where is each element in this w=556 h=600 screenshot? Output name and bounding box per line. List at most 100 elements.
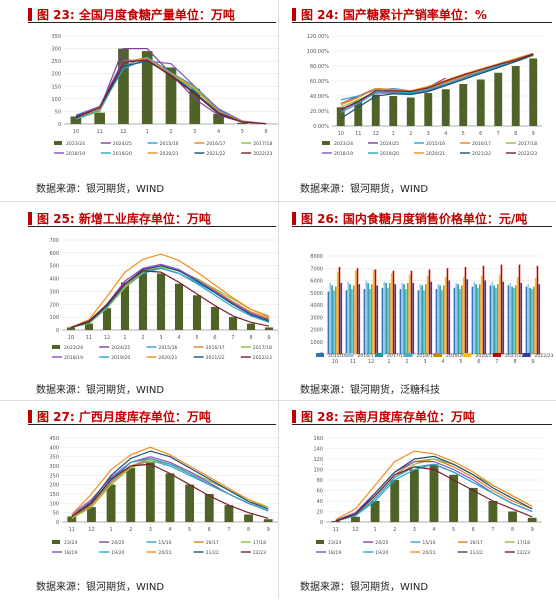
legend-label: 2016/17 (358, 353, 377, 359)
bar (534, 278, 537, 354)
y-tick-label: 140 (313, 447, 323, 453)
x-tick-label: 1 (373, 527, 376, 533)
x-tick-label: 11 (86, 335, 92, 341)
y-tick-label: 120.00% (307, 34, 329, 40)
y-tick-label: 400 (49, 277, 59, 283)
column-divider (278, 0, 279, 598)
x-tick-label: 7 (227, 527, 230, 533)
legend-label: 2015/16 (426, 141, 445, 147)
series-line (340, 52, 534, 106)
figure-header: 图 23: 全国月度食糖产量单位：万吨 (28, 4, 278, 26)
header-rule (28, 226, 276, 227)
bar (508, 511, 517, 522)
bar (429, 464, 439, 522)
y-tick-label: 50 (55, 109, 61, 115)
bar (67, 516, 77, 522)
bar (353, 285, 355, 354)
y-tick-label: 200 (51, 72, 61, 78)
legend-swatch (345, 353, 354, 357)
bar (488, 501, 498, 522)
x-tick-label: 11 (350, 359, 356, 365)
bar (405, 289, 407, 354)
x-tick-label: 6 (265, 129, 268, 135)
bar (509, 282, 512, 354)
legend-label: 17/18 (253, 540, 266, 546)
y-tick-label: 1000 (310, 340, 323, 346)
legend-label: 20/21 (422, 550, 435, 556)
bar (244, 514, 253, 522)
bar (370, 501, 380, 522)
y-tick-label: 6000 (310, 279, 323, 285)
bar (471, 286, 474, 354)
bar (336, 271, 339, 354)
figure-header: 图 25: 新增工业库存单位：万吨 (28, 208, 278, 230)
legend-label: 2018/19 (64, 355, 83, 361)
bar (401, 282, 404, 354)
bar (264, 327, 274, 330)
y-tick-label: 350 (51, 34, 61, 40)
bar (376, 285, 379, 354)
x-tick-label: 6 (472, 527, 475, 533)
legend-label: 2018/19 (66, 151, 85, 157)
source-note: 数据来源：银河期货，WIND (300, 582, 429, 593)
bar (174, 283, 184, 330)
legend-label: 2017/18 (253, 345, 272, 351)
x-tick-label: 6 (477, 359, 480, 365)
bar (338, 267, 341, 354)
chart-c24: 0.00% 20.00% 40.00% 60.00% 80.00% 100.00% 120.… (307, 34, 542, 157)
title-marker (28, 8, 32, 21)
x-tick-label: 12 (120, 129, 126, 135)
bar (468, 487, 478, 522)
bar (444, 276, 447, 354)
bar (494, 72, 503, 126)
header-rule (292, 22, 552, 23)
legend-swatch (316, 540, 324, 544)
title-marker (28, 410, 32, 423)
y-tick-label: 200 (49, 483, 59, 489)
x-tick-label: 10 (68, 335, 74, 341)
y-tick-label: 150 (51, 84, 61, 90)
bar (461, 285, 463, 354)
y-tick-label: 100 (51, 97, 61, 103)
bar (498, 274, 501, 354)
legend-label: 2019/20 (111, 355, 130, 361)
series-line (70, 266, 270, 328)
bar (118, 48, 129, 125)
figure-title: 图 25: 新增工业库存单位：万吨 (37, 212, 211, 226)
bar (156, 273, 166, 330)
bar (533, 286, 535, 354)
header-rule (292, 226, 552, 227)
y-tick-label: 0 (320, 520, 323, 526)
y-tick-label: 0.00% (313, 124, 329, 130)
bar (335, 286, 337, 354)
legend-swatch (375, 353, 383, 357)
x-tick-label: 2 (129, 527, 132, 533)
bar (94, 112, 106, 124)
y-tick-label: 160 (313, 436, 323, 442)
bar (516, 276, 519, 354)
bar (354, 101, 363, 126)
legend-swatch (434, 353, 442, 357)
legend-label: 24/25 (375, 540, 388, 546)
x-tick-label: 9 (531, 527, 534, 533)
figure-title: 图 23: 全国月度食糖产量单位：万吨 (37, 8, 235, 22)
title-marker (28, 212, 32, 225)
bar (527, 284, 530, 354)
bar (476, 79, 485, 126)
bar (435, 289, 438, 354)
x-tick-label: 8 (514, 131, 517, 137)
header-rule (292, 424, 552, 425)
bar (138, 270, 148, 330)
y-tick-label: 150 (49, 492, 59, 498)
x-tick-label: 5 (188, 527, 191, 533)
bar (482, 265, 485, 354)
y-tick-label: 7000 (310, 266, 323, 272)
bar (66, 327, 76, 330)
legend-label: 2021/22 (472, 151, 491, 157)
y-tick-label: 100.00% (307, 49, 329, 55)
row-divider (0, 400, 556, 401)
x-tick-label: 6 (213, 335, 216, 341)
title-marker (292, 410, 296, 423)
bar (213, 113, 224, 124)
